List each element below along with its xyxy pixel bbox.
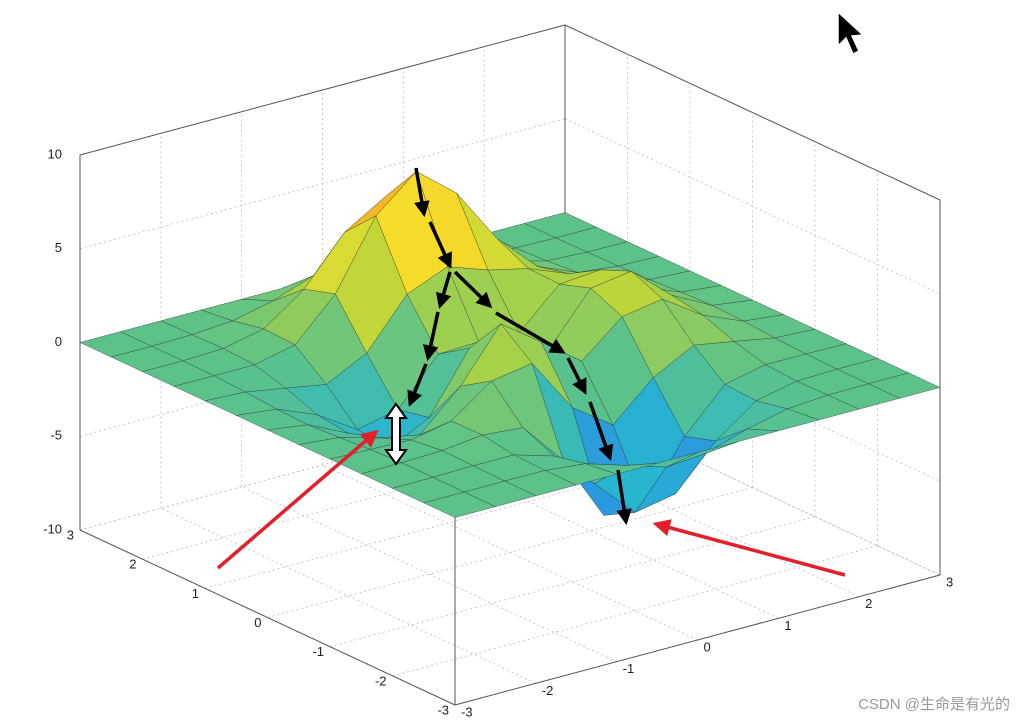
z-tick-label: 5 — [55, 240, 62, 255]
x-tick-label: -2 — [542, 683, 554, 698]
arrow — [422, 311, 440, 362]
x-tick-label: -1 — [623, 661, 635, 676]
y-tick-label: -2 — [375, 673, 387, 688]
axis-edge — [564, 24, 941, 201]
x-tick-label: 2 — [865, 596, 872, 611]
arrow — [616, 469, 632, 526]
arrow — [588, 401, 614, 461]
z-tick-label: -10 — [43, 521, 62, 536]
y-tick-label: 0 — [254, 615, 261, 630]
y-tick-label: -1 — [312, 644, 324, 659]
x-tick-label: -3 — [461, 704, 473, 719]
grid-line — [564, 399, 941, 576]
arrow — [453, 270, 493, 309]
x-tick-label: 1 — [784, 618, 791, 633]
x-tick-label: 3 — [946, 574, 953, 589]
arrow — [414, 167, 430, 218]
descent-arrows — [407, 167, 632, 526]
surface-patch — [423, 491, 497, 518]
arrow — [428, 221, 452, 269]
axis-edge — [79, 24, 566, 156]
grid-line — [564, 118, 941, 295]
grid-line — [392, 545, 878, 677]
mouse-cursor — [837, 10, 865, 56]
z-tick-label: -5 — [50, 428, 62, 443]
grid-line — [483, 421, 860, 598]
axis-edge — [454, 574, 941, 706]
arrow — [436, 271, 452, 310]
x-tick-label: 0 — [704, 639, 711, 654]
grid-line — [241, 486, 617, 663]
y-tick-label: 3 — [67, 527, 74, 542]
grid-line — [160, 507, 537, 684]
grid-line — [403, 442, 779, 619]
grid-line — [142, 428, 628, 560]
red-arrow — [216, 429, 379, 570]
resize-icon — [384, 402, 408, 466]
grid-line — [329, 516, 816, 648]
y-tick-label: 1 — [192, 586, 199, 601]
z-tick-label: 0 — [55, 334, 62, 349]
axis-edge — [79, 529, 456, 706]
watermark: CSDN @生命是有光的 — [858, 695, 1010, 713]
y-tick-label: 2 — [129, 557, 136, 572]
arrow — [495, 311, 566, 354]
grid-line — [204, 457, 691, 589]
arrow — [407, 363, 428, 407]
grid-line — [79, 399, 566, 531]
arrow — [566, 357, 587, 395]
red-arrow — [652, 519, 846, 577]
grid-line — [79, 118, 566, 250]
z-tick-label: 10 — [48, 146, 62, 161]
grid-line — [267, 487, 753, 618]
y-tick-label: -3 — [437, 702, 449, 717]
red-arrows — [216, 429, 846, 577]
surface — [79, 170, 941, 518]
